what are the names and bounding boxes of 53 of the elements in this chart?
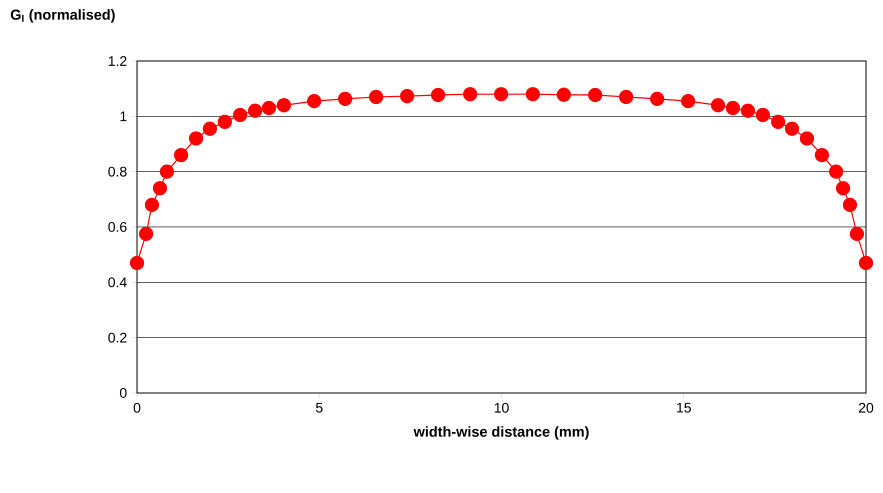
y-axis-title: G$_{I}$ (normalised) (10, 9, 115, 23)
point (800, 131, 814, 146)
point (338, 92, 352, 106)
point (494, 87, 508, 102)
y-tick-label: 0 (120, 388, 127, 398)
x-tick-label: 15 (677, 402, 691, 413)
point (276, 98, 292, 112)
point (369, 90, 384, 104)
x-axis-title: width-wise distance (mm) (414, 426, 589, 440)
x-tick-label: 5 (316, 402, 323, 413)
point (463, 87, 478, 102)
y-tick-label: 0.8 (108, 166, 127, 177)
point (681, 94, 696, 108)
point (262, 100, 276, 116)
point (130, 256, 144, 270)
point (139, 226, 154, 241)
point (556, 88, 571, 102)
y-tick-label: 0.6 (108, 222, 127, 232)
point (726, 100, 740, 116)
point (307, 94, 322, 108)
point (784, 122, 800, 136)
point (174, 148, 188, 162)
x-tick-label: 20 (858, 402, 874, 413)
point (248, 104, 262, 118)
point (526, 87, 540, 102)
point (814, 148, 830, 162)
point (650, 92, 664, 106)
point (858, 256, 874, 270)
point (430, 88, 446, 102)
point (836, 181, 850, 196)
point (218, 114, 232, 129)
x-tick-label: 0 (134, 402, 140, 413)
point (850, 226, 864, 241)
point (842, 198, 858, 212)
y-tick-label: 0.4 (108, 277, 127, 288)
y-tick-label: 1 (120, 112, 126, 122)
point (756, 108, 770, 122)
point (202, 122, 218, 136)
point (588, 88, 602, 102)
x-tick-label: 10 (494, 402, 509, 413)
point (152, 181, 168, 196)
point (144, 198, 160, 212)
point (233, 108, 248, 122)
point (829, 164, 844, 179)
point (160, 164, 174, 179)
point (740, 104, 756, 118)
point (771, 114, 786, 129)
y-tick-label: 0.2 (108, 332, 126, 343)
y-tick-label: 1.2 (108, 56, 126, 66)
point (619, 90, 634, 104)
point (400, 89, 414, 104)
point (710, 98, 726, 112)
point (188, 131, 204, 146)
